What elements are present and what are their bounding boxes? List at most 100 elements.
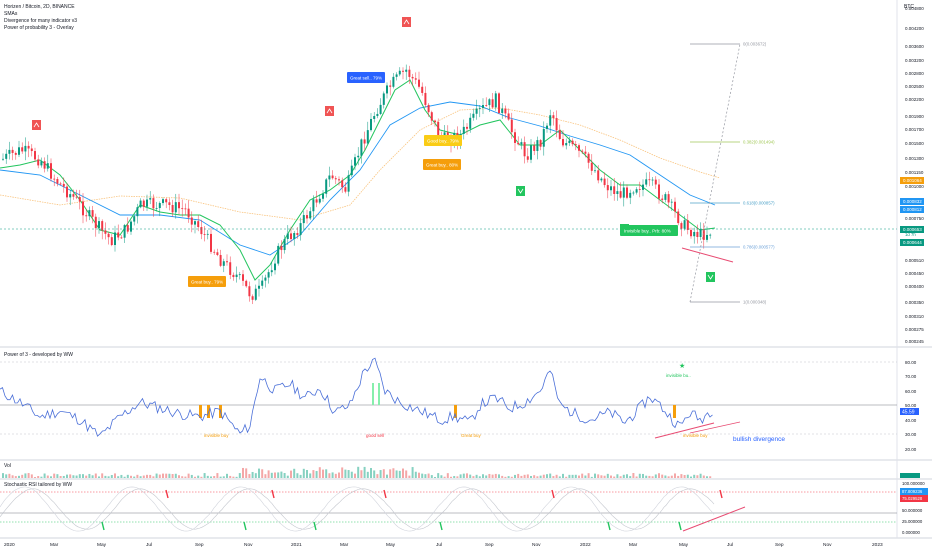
candle-body[interactable] bbox=[658, 184, 660, 199]
candle-body[interactable] bbox=[117, 232, 120, 238]
candle-body[interactable] bbox=[670, 201, 673, 203]
candle-body[interactable] bbox=[72, 194, 75, 197]
support-trendline[interactable] bbox=[681, 247, 734, 263]
candle-body[interactable] bbox=[338, 179, 340, 181]
time-axis[interactable]: 2020 Mar May Jul Sep Nov 2021 Mar May Jul Sep Nov 20… bbox=[4, 542, 883, 548]
candle-body[interactable] bbox=[290, 233, 292, 240]
candle-body[interactable] bbox=[488, 99, 491, 106]
candle-body[interactable] bbox=[149, 198, 152, 200]
candle-body[interactable] bbox=[597, 170, 600, 181]
candle-body[interactable] bbox=[414, 78, 417, 80]
candle-body[interactable] bbox=[24, 145, 27, 152]
price-axis[interactable]: 0.004800 0.004200 0.003600 0.003200 0.002800… bbox=[905, 6, 924, 344]
candle-body[interactable] bbox=[91, 210, 94, 217]
candle-body[interactable] bbox=[568, 140, 571, 144]
candle-body[interactable] bbox=[130, 221, 132, 232]
candle-body[interactable] bbox=[296, 232, 299, 236]
candle-body[interactable] bbox=[152, 198, 155, 209]
candle-body[interactable] bbox=[517, 142, 520, 145]
candle-body[interactable] bbox=[322, 193, 324, 199]
candle-body[interactable] bbox=[434, 120, 436, 122]
candle-body[interactable] bbox=[146, 199, 148, 207]
candle-body[interactable] bbox=[350, 165, 353, 176]
candle-body[interactable] bbox=[328, 175, 331, 180]
candle-body[interactable] bbox=[594, 170, 596, 172]
candle-body[interactable] bbox=[222, 261, 225, 266]
candle-body[interactable] bbox=[18, 147, 20, 155]
sell-marker-1[interactable] bbox=[32, 120, 41, 130]
candle-body[interactable] bbox=[357, 155, 360, 158]
candle-body[interactable] bbox=[638, 189, 641, 190]
candle-body[interactable] bbox=[571, 140, 574, 145]
candle-body[interactable] bbox=[94, 216, 97, 229]
candle-body[interactable] bbox=[555, 118, 558, 131]
candle-body[interactable] bbox=[50, 163, 52, 179]
candle-body[interactable] bbox=[341, 180, 344, 188]
candle-body[interactable] bbox=[158, 203, 161, 209]
candle-body[interactable] bbox=[178, 202, 180, 209]
candle-body[interactable] bbox=[280, 245, 283, 251]
candle-body[interactable] bbox=[430, 112, 433, 121]
annotation-great-sell[interactable]: Great sell.. 79% bbox=[347, 72, 385, 83]
candle-body[interactable] bbox=[603, 178, 606, 186]
candle-body[interactable] bbox=[2, 158, 4, 160]
candle-body[interactable] bbox=[69, 194, 72, 198]
candle-body[interactable] bbox=[392, 76, 395, 87]
candle-body[interactable] bbox=[686, 220, 689, 230]
candle-body[interactable] bbox=[514, 132, 516, 143]
candle-body[interactable] bbox=[693, 231, 696, 237]
price-candles[interactable] bbox=[2, 64, 712, 305]
candle-body[interactable] bbox=[581, 150, 584, 152]
candle-body[interactable] bbox=[610, 186, 612, 191]
candle-body[interactable] bbox=[194, 221, 196, 225]
candle-body[interactable] bbox=[584, 151, 587, 154]
candle-body[interactable] bbox=[533, 145, 536, 151]
candle-body[interactable] bbox=[491, 99, 494, 108]
candle-body[interactable] bbox=[600, 178, 603, 181]
candle-body[interactable] bbox=[379, 104, 382, 114]
candle-body[interactable] bbox=[613, 186, 616, 194]
candle-body[interactable] bbox=[261, 280, 264, 286]
candle-body[interactable] bbox=[88, 210, 91, 217]
power-divergence-line-low[interactable] bbox=[654, 422, 715, 439]
candle-body[interactable] bbox=[114, 232, 116, 246]
candle-body[interactable] bbox=[690, 229, 692, 237]
candle-body[interactable] bbox=[485, 105, 488, 106]
annotation-good-buy[interactable]: Good buy.. 79% bbox=[424, 135, 462, 146]
candle-body[interactable] bbox=[667, 194, 670, 203]
candle-body[interactable] bbox=[43, 161, 46, 169]
candle-body[interactable] bbox=[75, 196, 78, 198]
candle-body[interactable] bbox=[123, 225, 126, 238]
candle-body[interactable] bbox=[373, 116, 376, 120]
candle-body[interactable] bbox=[494, 93, 497, 108]
candle-body[interactable] bbox=[498, 93, 500, 113]
candle-body[interactable] bbox=[424, 92, 427, 105]
candle-body[interactable] bbox=[472, 113, 475, 118]
candle-body[interactable] bbox=[242, 274, 244, 281]
candle-body[interactable] bbox=[376, 113, 379, 117]
candle-body[interactable] bbox=[418, 79, 420, 87]
candle-body[interactable] bbox=[200, 227, 203, 235]
candle-body[interactable] bbox=[382, 93, 385, 105]
stoch-divergence-line[interactable] bbox=[682, 506, 746, 532]
annotation-invisible-buy[interactable]: Invisible buy.. Prb: 80% bbox=[620, 225, 678, 236]
candle-body[interactable] bbox=[66, 186, 68, 198]
candle-body[interactable] bbox=[37, 159, 40, 166]
candle-body[interactable] bbox=[622, 187, 625, 198]
candle-body[interactable] bbox=[27, 145, 30, 149]
power-axis[interactable]: 80.00 70.00 60.00 50.00 40.00 30.00 20.00 bbox=[905, 360, 917, 452]
candle-body[interactable] bbox=[363, 139, 366, 144]
candle-body[interactable] bbox=[482, 105, 484, 108]
candle-body[interactable] bbox=[267, 272, 270, 278]
candle-body[interactable] bbox=[171, 205, 174, 213]
candle-body[interactable] bbox=[126, 225, 129, 232]
sell-marker-2[interactable] bbox=[325, 106, 334, 116]
candle-body[interactable] bbox=[5, 153, 8, 159]
stoch-axis[interactable]: 100.000000 50.000000 25.000000 0.000000 bbox=[902, 481, 925, 535]
candle-body[interactable] bbox=[165, 199, 168, 203]
candle-body[interactable] bbox=[706, 234, 708, 240]
sell-marker-3[interactable] bbox=[402, 17, 411, 27]
candle-body[interactable] bbox=[187, 208, 190, 218]
candle-body[interactable] bbox=[181, 208, 184, 210]
